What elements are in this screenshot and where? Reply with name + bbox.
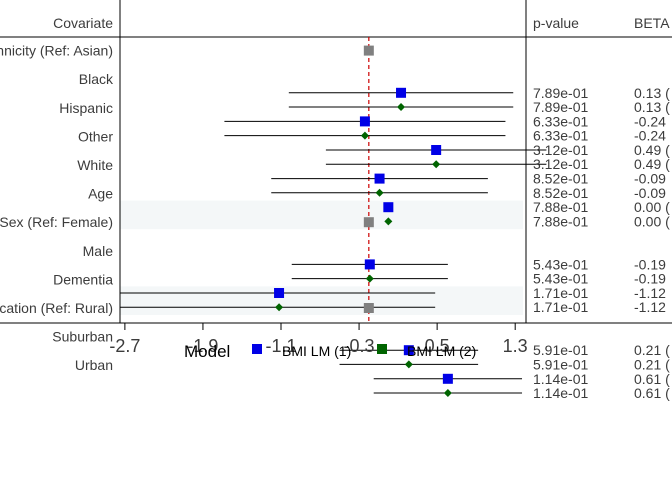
reference-marker (363, 217, 374, 228)
pvalue-cell: 5.43e-01 (533, 256, 588, 272)
covariate-label: Hispanic (59, 100, 113, 116)
covariate-label: Age (88, 186, 113, 202)
covariate-label: Other (78, 128, 113, 144)
estimate-point-model2 (360, 131, 369, 140)
estimate-point-model2 (384, 217, 393, 226)
legend-label: BMI LM (1) (282, 343, 351, 359)
estimate-point-model1 (396, 87, 407, 98)
pvalue-cell: 5.43e-01 (533, 271, 588, 287)
beta-cell: -0.09 (634, 171, 666, 187)
estimate-point-model1 (383, 202, 394, 213)
estimate-point-model1 (431, 145, 442, 155)
pvalue-cell: 8.52e-01 (533, 171, 588, 187)
estimate-point-model1 (374, 173, 385, 184)
pvalue-cell: 1.14e-01 (533, 371, 588, 387)
legend-label: BMI LM (2) (407, 343, 476, 359)
legend-title: Model (184, 342, 230, 361)
covariate-label: Sex (Ref: Female) (0, 214, 113, 230)
beta-cell: 0.00 ( (634, 213, 670, 229)
estimate-point-model2 (443, 389, 452, 397)
x-axis: -2.7 -1.9 -1.1 -0.3 0.5 1.3 (109, 323, 528, 356)
estimate-point-model1 (442, 373, 453, 384)
legend-swatch-model1 (252, 344, 262, 354)
beta-cell: 0.61 ( (634, 371, 670, 387)
beta-cell: 0.21 ( (634, 342, 670, 358)
covariate-label: White (77, 157, 113, 173)
x-tick-label: -1.9 (187, 336, 218, 356)
x-tick-label: -2.7 (109, 336, 140, 356)
beta-cell: 0.21 ( (634, 356, 670, 372)
pvalue-cell: 8.52e-01 (533, 185, 588, 201)
pvalue-header: p-value (533, 15, 579, 31)
x-tick-label: 0.5 (425, 336, 450, 356)
pvalue-cell: 5.91e-01 (533, 342, 588, 358)
estimate-point-model1 (403, 345, 414, 356)
beta-cell: -0.09 (634, 185, 666, 201)
covariate-label: Location (Ref: Rural) (0, 300, 113, 316)
pvalue-cell: 3.12e-01 (533, 142, 588, 158)
covariate-label: Urban (75, 357, 113, 373)
beta-cell: -0.19 (634, 271, 666, 287)
x-tick-label: -0.3 (344, 336, 375, 356)
reference-marker (363, 45, 374, 56)
beta-cell: 0.00 ( (634, 199, 670, 215)
shaded-band (120, 286, 523, 315)
estimate-point-model2 (404, 360, 413, 369)
covariate-header: Covariate (53, 15, 113, 31)
pvalue-cell: 6.33e-01 (533, 113, 588, 129)
beta-cell: -0.19 (634, 256, 666, 272)
beta-header: BETA (634, 15, 670, 31)
beta-cell: 0.13 ( (634, 99, 670, 115)
beta-cell: -1.12 (634, 285, 666, 301)
beta-cell: -1.12 (634, 299, 666, 315)
covariate-label: Male (83, 243, 114, 259)
beta-cell: 0.49 ( (634, 156, 670, 172)
covariate-labels: Ethnicity (Ref: Asian) Black Hispanic Other… (0, 43, 114, 374)
legend-swatch-model2 (377, 344, 387, 354)
pvalue-cell: 1.14e-01 (533, 385, 588, 401)
estimate-point-model1 (364, 259, 375, 270)
stats-table: 7.89e-017.89e-01 0.13 (0.13 ( 6.33e-016.33… (533, 85, 670, 401)
estimate-point-model2 (275, 303, 284, 312)
shaded-band (120, 200, 523, 230)
covariate-label: Black (79, 71, 114, 87)
pvalue-cell: 7.88e-01 (533, 199, 588, 215)
pvalue-cell: 7.89e-01 (533, 99, 588, 115)
beta-cell: 0.61 ( (634, 385, 670, 401)
pvalue-cell: 3.12e-01 (533, 156, 588, 172)
legend: Model BMI LM (1) BMI LM (2) (184, 342, 476, 361)
estimate-point-model1 (274, 288, 285, 298)
beta-cell: -0.24 (634, 128, 666, 144)
covariate-label: Dementia (53, 271, 113, 287)
estimate-marks (120, 45, 547, 397)
pvalue-cell: 7.89e-01 (533, 85, 588, 101)
x-tick-label: 1.3 (503, 336, 528, 356)
pvalue-cell: 1.71e-01 (533, 299, 588, 315)
x-tick-label: -1.1 (265, 336, 296, 356)
pvalue-cell: 5.91e-01 (533, 356, 588, 372)
pvalue-cell: 7.88e-01 (533, 213, 588, 229)
estimate-point-model1 (359, 116, 370, 127)
covariate-label: Ethnicity (Ref: Asian) (0, 43, 113, 59)
plot-frame (0, 0, 672, 324)
estimate-point-model2 (397, 103, 406, 111)
covariate-label: Suburban (52, 329, 113, 345)
pvalue-cell: 1.71e-01 (533, 285, 588, 301)
estimate-point-model2 (365, 274, 374, 283)
beta-cell: 0.49 ( (634, 142, 670, 158)
shaded-row-bands (120, 200, 523, 315)
beta-cell: -0.24 (634, 113, 666, 129)
reference-marker (363, 303, 374, 313)
pvalue-cell: 6.33e-01 (533, 128, 588, 144)
estimate-point-model2 (375, 188, 384, 197)
beta-cell: 0.13 ( (634, 85, 670, 101)
estimate-point-model2 (432, 160, 441, 169)
